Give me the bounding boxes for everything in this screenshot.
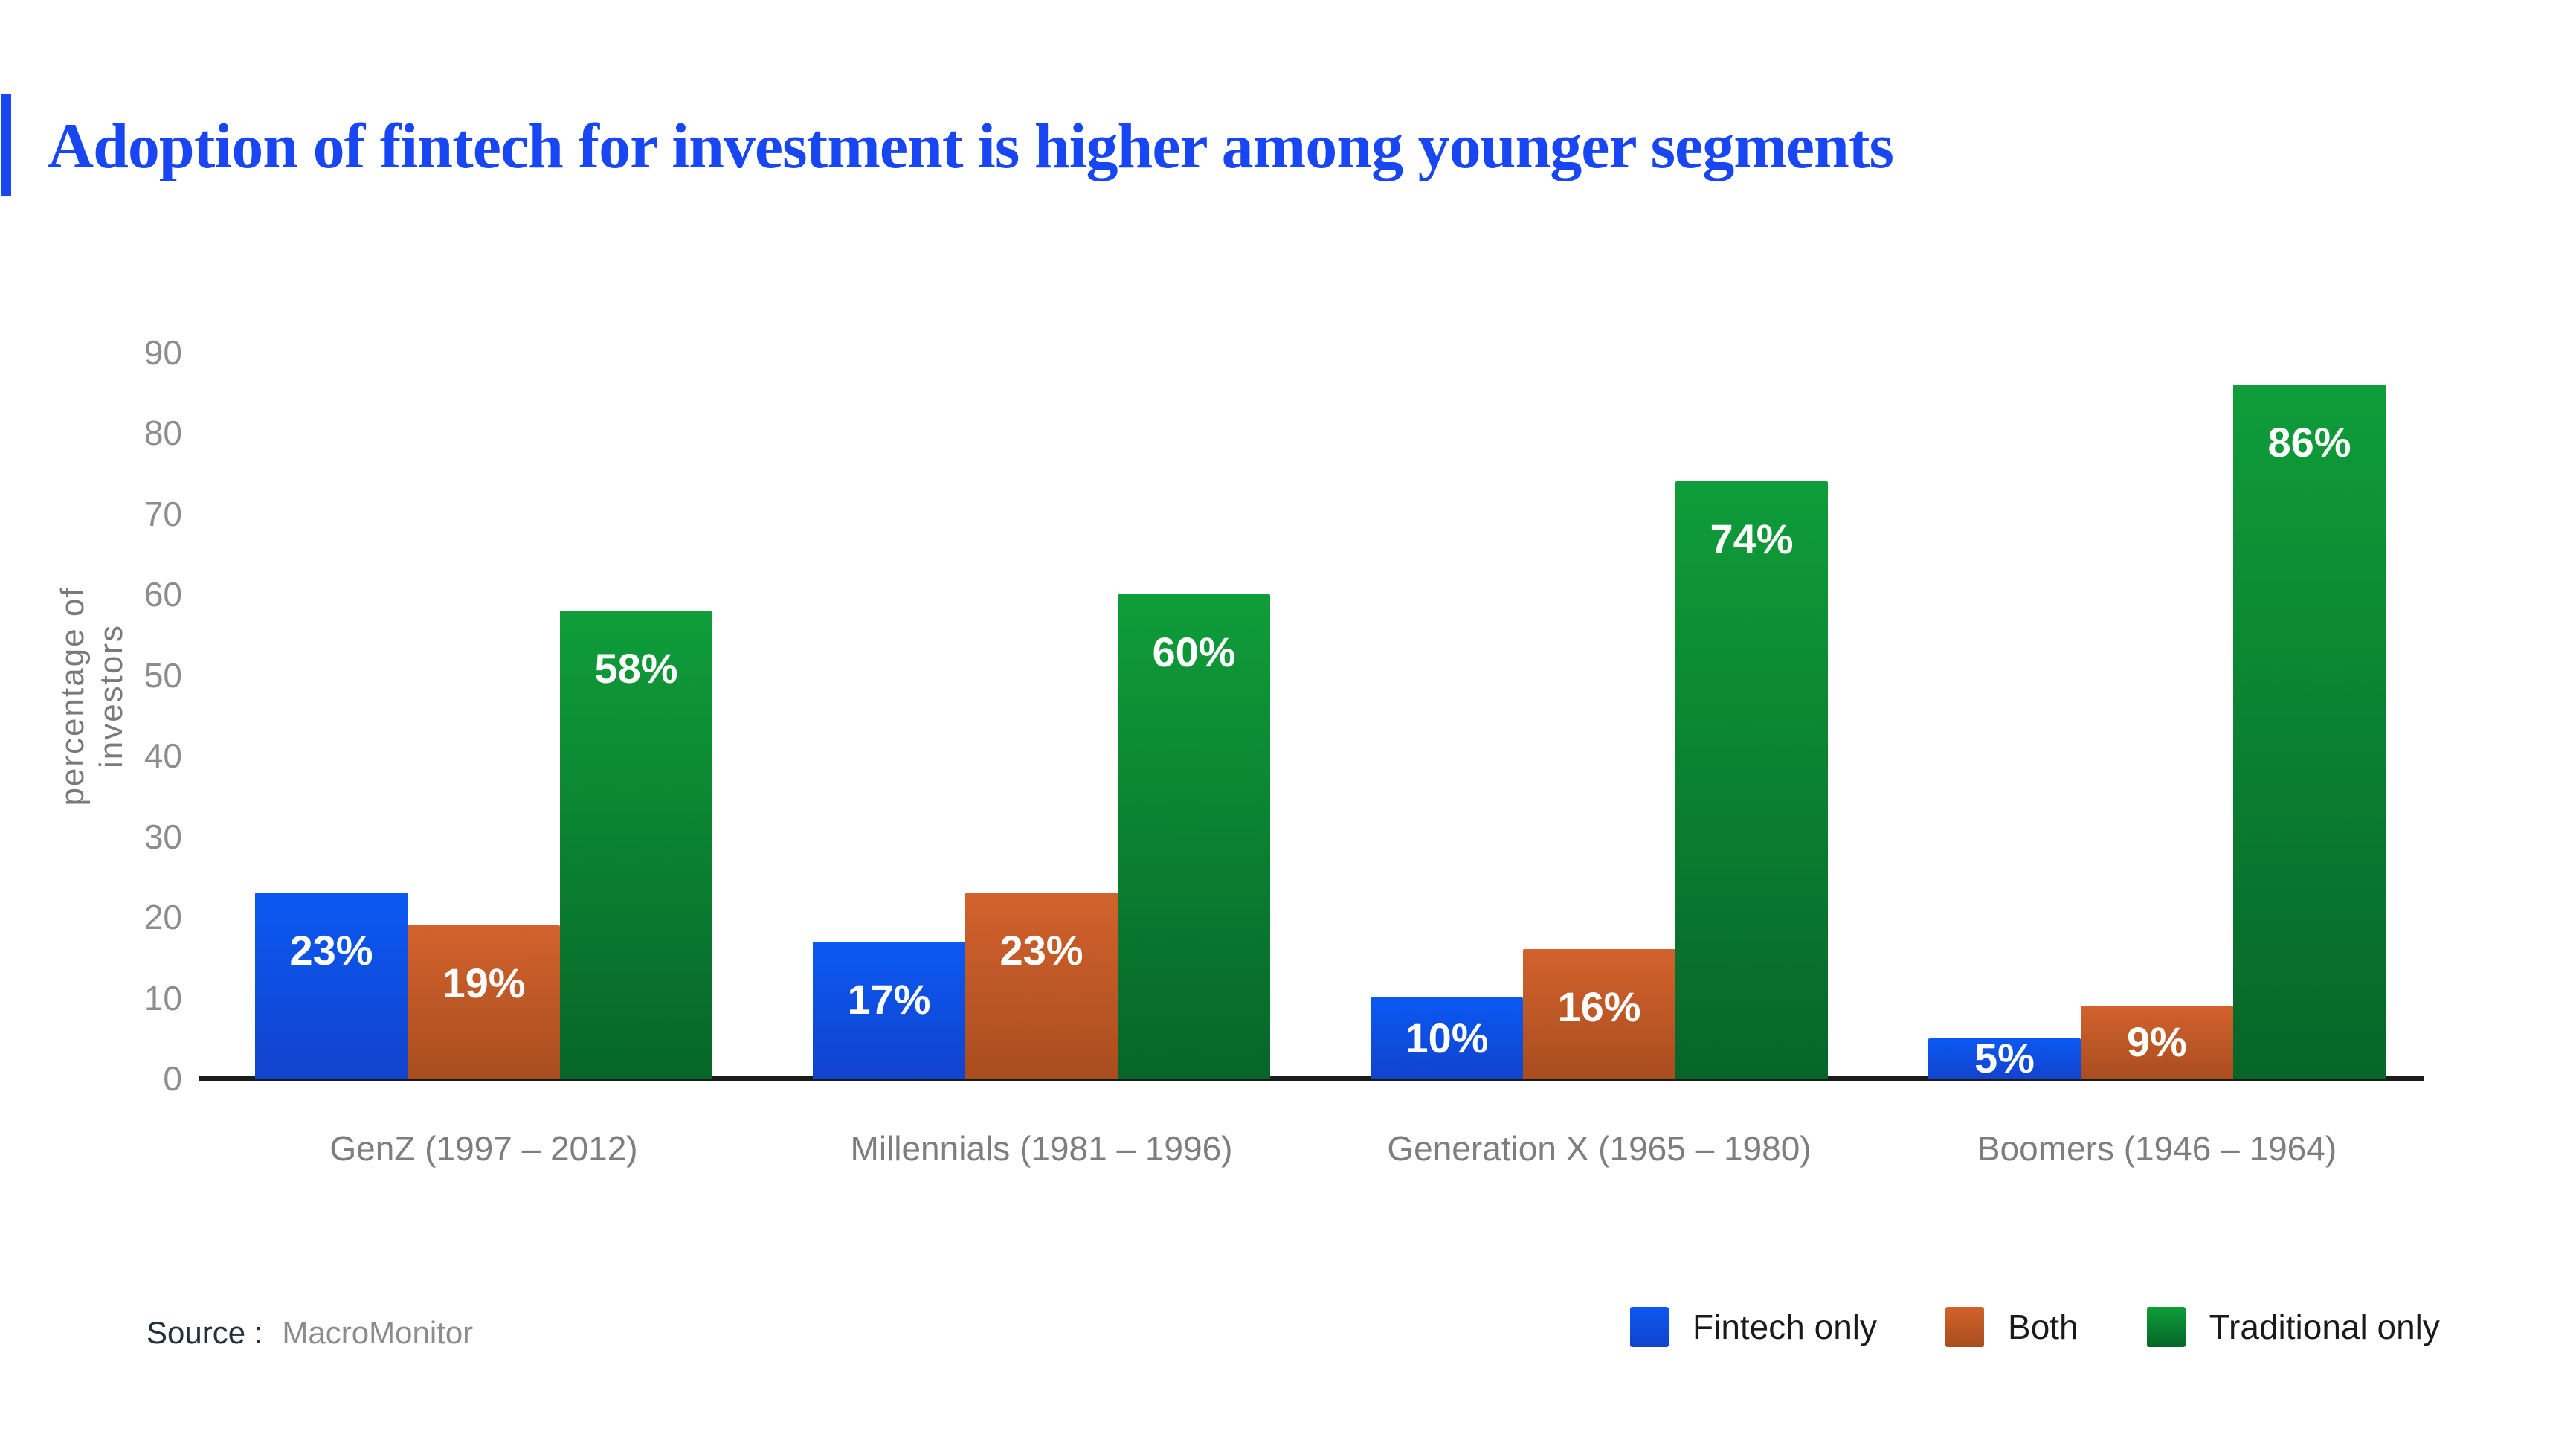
y-tick-label: 80 [144, 414, 182, 452]
bar-value-label: 10% [1405, 1015, 1489, 1061]
legend-label: Fintech only [1693, 1308, 1878, 1346]
bar-both: 16% [1523, 949, 1675, 1079]
bar-fintech-only: 17% [813, 942, 965, 1079]
bar-value-label: 23% [999, 927, 1083, 974]
bar-value-label: 9% [2127, 1018, 2187, 1065]
category-label: Millennials (1981 – 1996) [850, 1129, 1233, 1168]
legend-label: Traditional only [2209, 1308, 2440, 1346]
bar-both: 19% [408, 925, 560, 1079]
bar-fintech-only: 5% [1928, 1035, 2081, 1081]
category-label: Boomers (1946 – 1964) [1977, 1129, 2337, 1168]
bar-both: 23% [965, 893, 1118, 1079]
legend-label: Both [2008, 1308, 2078, 1346]
bar-both: 9% [2081, 1006, 2233, 1079]
bar-value-label: 86% [2267, 419, 2351, 466]
source-value: MacroMonitor [282, 1315, 474, 1350]
legend-swatch [1630, 1307, 1669, 1347]
y-tick-label: 40 [144, 736, 182, 775]
bar-value-label: 16% [1557, 983, 1641, 1030]
bar-value-label: 5% [1974, 1035, 2035, 1081]
bar-fintech-only: 23% [255, 893, 408, 1079]
bar-traditional-only: 74% [1675, 481, 1828, 1079]
bar-fintech-only: 10% [1371, 997, 1523, 1079]
legend: Fintech only Both Traditional only [1630, 1305, 2440, 1349]
y-tick-label: 50 [144, 655, 182, 695]
legend-item-both: Both [1945, 1307, 2078, 1347]
bar-value-label: 58% [594, 645, 678, 692]
source-label: Source : [146, 1315, 263, 1350]
y-tick-label: 60 [144, 575, 182, 614]
y-tick-label: 20 [144, 898, 182, 936]
legend-swatch [2146, 1307, 2186, 1347]
y-tick-label: 0 [163, 1059, 182, 1098]
chart-title: Adoption of fintech for investment is hi… [48, 110, 1894, 181]
y-tick-label: 30 [144, 817, 182, 856]
source-note: Source : MacroMonitor [146, 1312, 473, 1354]
category-label: Generation X (1965 – 1980) [1387, 1129, 1812, 1168]
bar-value-label: 17% [847, 976, 931, 1023]
bar-traditional-only: 58% [560, 611, 712, 1079]
bar-value-label: 19% [442, 960, 526, 1006]
bar-traditional-only: 60% [1118, 594, 1270, 1079]
category-label: GenZ (1997 – 2012) [329, 1129, 638, 1168]
bar-traditional-only: 86% [2233, 385, 2386, 1079]
y-tick-label: 90 [144, 332, 182, 372]
bar-value-label: 23% [289, 927, 373, 974]
legend-swatch [1945, 1307, 1985, 1347]
title-accent-bar [1, 94, 11, 196]
legend-item-fintech-only: Fintech only [1630, 1307, 1877, 1347]
bar-value-label: 60% [1152, 629, 1236, 675]
bar-value-label: 74% [1710, 515, 1794, 562]
legend-item-traditional-only: Traditional only [2146, 1307, 2440, 1347]
x-axis-line [199, 1076, 2424, 1081]
y-tick-label: 70 [144, 494, 182, 533]
y-tick-label: 10 [144, 978, 182, 1018]
